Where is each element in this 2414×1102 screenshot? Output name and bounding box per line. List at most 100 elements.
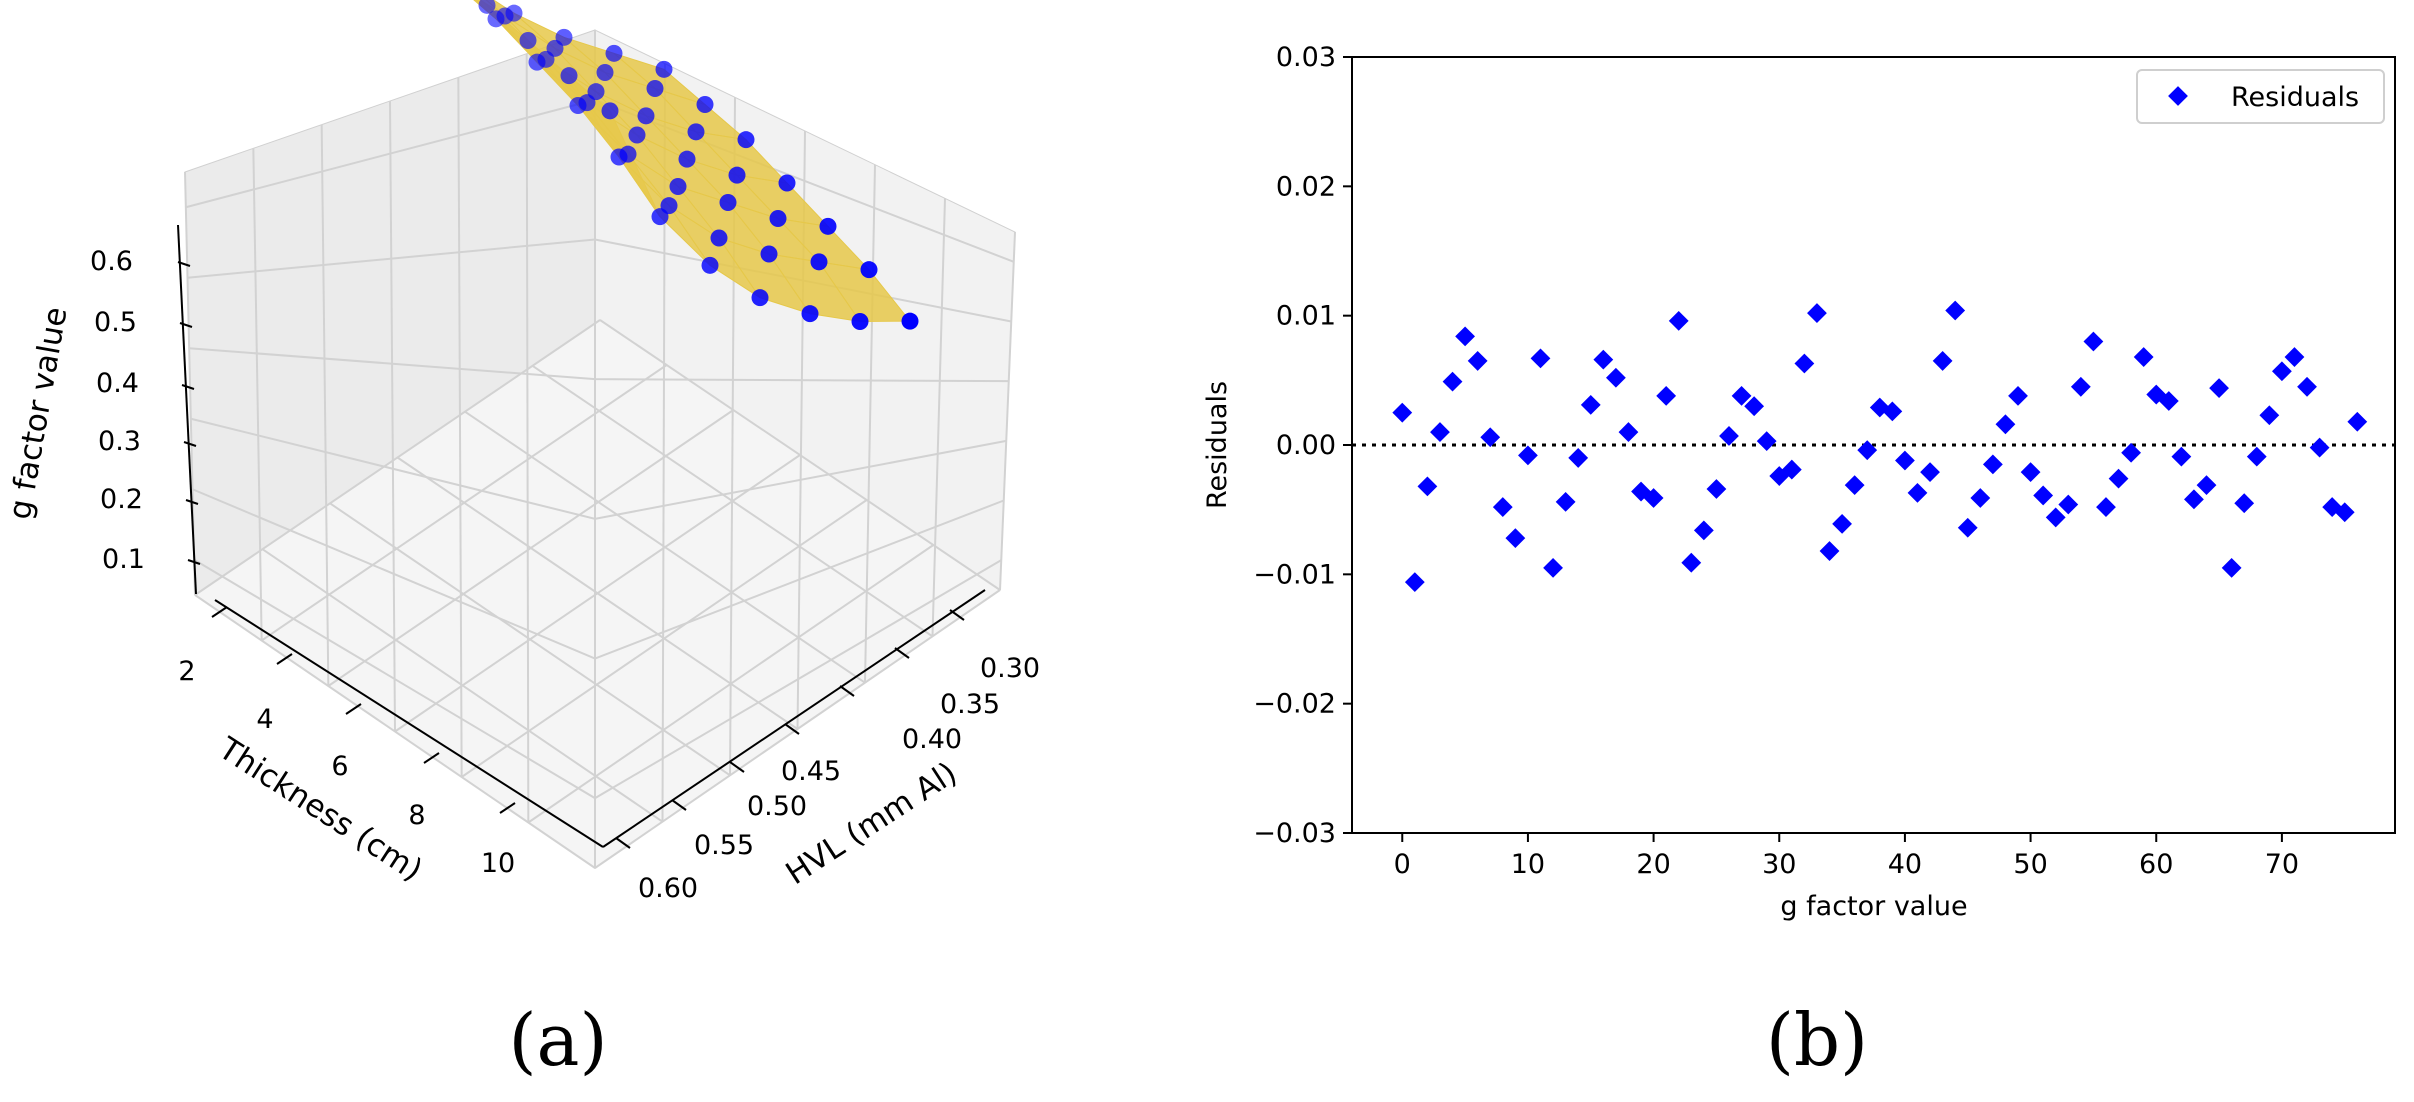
x-tick-label: 4 <box>256 704 273 735</box>
residual-marker <box>1555 492 1576 512</box>
residual-marker <box>1706 479 1727 499</box>
residual-marker <box>1593 349 1614 370</box>
residual-marker <box>2045 507 2066 528</box>
residual-marker <box>2209 378 2229 398</box>
residual-marker <box>1467 351 1488 371</box>
legend-marker <box>2168 86 2188 106</box>
grid-line <box>389 100 396 732</box>
x-tick-label: 40 <box>1888 849 1922 880</box>
residual-marker <box>2108 468 2129 489</box>
residual-marker <box>2184 489 2204 510</box>
x-tick-label: 10 <box>481 848 515 879</box>
panel-b-residual-plot: 0 10 20 30 40 50 60 70 −0.03 −0.02 −0.01 0.00 0.01 0.… <box>1202 42 2396 922</box>
legend: Residuals <box>2136 69 2385 124</box>
residual-marker <box>1455 326 1475 347</box>
grid-line <box>999 231 1016 591</box>
data-point-3d <box>710 229 728 247</box>
data-point-3d <box>646 80 664 97</box>
x-tick-label: 10 <box>1511 849 1545 880</box>
residual-marker <box>2196 475 2217 495</box>
grid-3d <box>184 30 1016 869</box>
residual-marker <box>1945 300 1966 321</box>
grid-line <box>193 558 1002 800</box>
residual-marker <box>2221 557 2242 578</box>
residual-marker <box>2272 361 2292 382</box>
z-axis-title: g factor value <box>2 304 75 522</box>
residual-marker <box>1744 396 1765 417</box>
residual-marker <box>1668 310 1689 331</box>
data-point-3d <box>628 126 646 144</box>
z-tick-label: 0.6 <box>90 246 133 277</box>
residual-marker <box>1882 401 1903 422</box>
legend-label: Residuals <box>2231 82 2359 113</box>
z-tick-label: 0.1 <box>102 544 145 575</box>
y-ticks: 0.60 0.55 0.50 0.45 0.40 0.35 0.30 <box>615 609 1040 904</box>
data-point-3d <box>596 64 614 81</box>
residual-marker <box>1417 476 1438 497</box>
residual-marker <box>2347 411 2368 432</box>
data-point-3d <box>587 83 605 101</box>
residual-marker <box>1480 427 1501 448</box>
grid-line <box>396 456 799 730</box>
data-point-3d <box>655 60 673 78</box>
residual-marker <box>1656 385 1677 406</box>
y-tick-label: 0.00 <box>1276 430 1336 461</box>
z-tick-label: 0.5 <box>94 307 137 338</box>
residual-marker <box>1819 541 1840 561</box>
y-tick-label: −0.02 <box>1253 689 1336 720</box>
residual-marker <box>2284 347 2305 367</box>
grid-line <box>190 417 1007 520</box>
data-points-3d <box>478 0 919 330</box>
data-point-3d <box>751 289 769 307</box>
residual-marker <box>2070 376 2091 397</box>
residual-marker <box>1505 528 1526 549</box>
residual-marker <box>2058 494 2079 515</box>
y-tick-label: 0.55 <box>694 830 754 861</box>
residual-marker <box>1719 426 1739 446</box>
residual-marker <box>2246 446 2267 467</box>
residual-marker <box>1430 422 1450 442</box>
residual-marker <box>1907 482 1928 503</box>
residual-marker <box>1781 459 1802 480</box>
data-point-3d <box>678 150 696 168</box>
residual-axes-ticks: 0 10 20 30 40 50 60 70 −0.03 −0.02 −0.01 0.00 0.01 0.… <box>1253 42 2299 880</box>
residual-marker <box>1404 572 1425 592</box>
data-point-3d <box>737 131 755 149</box>
z-ticks: 0.6 0.5 0.4 0.3 0.2 0.1 <box>90 246 201 575</box>
x-ticks: 2 4 6 8 10 <box>178 606 516 879</box>
data-point-3d <box>810 253 828 271</box>
grid-line <box>189 347 1009 383</box>
grid-line <box>252 148 263 641</box>
residual-y-axis-title: Residuals <box>1202 381 1233 509</box>
residual-marker <box>1807 303 1827 323</box>
residual-marker <box>2096 497 2116 517</box>
residual-marker <box>1731 385 1752 406</box>
residual-marker <box>1794 353 1815 374</box>
y-tick-label: 0.03 <box>1276 42 1336 73</box>
data-point-3d <box>778 174 796 192</box>
data-point-3d <box>519 32 537 49</box>
z-tick-label: 0.4 <box>96 368 139 399</box>
residual-marker <box>1643 488 1664 508</box>
y-tick-label: 0.01 <box>1276 301 1336 332</box>
residual-marker <box>2083 331 2104 352</box>
x-tick-label: 50 <box>2013 849 2047 880</box>
y-tick-label: 0.45 <box>781 756 841 787</box>
residual-marker <box>2008 385 2028 406</box>
residual-marker <box>1920 462 1940 483</box>
grid-line <box>329 502 731 777</box>
residual-marker <box>2033 485 2054 506</box>
x-axis-line <box>214 599 604 848</box>
residual-marker <box>2133 347 2154 367</box>
data-point-3d <box>619 145 637 163</box>
x-tick-label: 8 <box>408 800 425 831</box>
residual-marker <box>1832 513 1852 534</box>
grid-line <box>194 594 596 869</box>
y-tick-label: −0.03 <box>1253 818 1336 849</box>
residual-marker <box>1970 488 1991 508</box>
residual-marker <box>1857 440 1878 461</box>
data-point-3d <box>687 123 705 141</box>
data-point-3d <box>696 96 714 113</box>
grid-line <box>864 164 876 683</box>
data-point-3d <box>669 178 687 195</box>
